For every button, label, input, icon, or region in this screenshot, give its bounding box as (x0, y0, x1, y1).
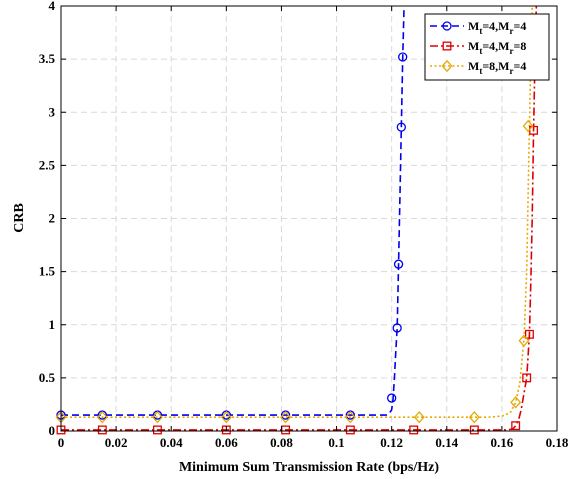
y-tick-label: 3 (49, 104, 56, 119)
y-axis-label: CRB (12, 203, 27, 233)
y-tick-label: 1 (49, 317, 56, 332)
legend-label-2: Mt=4,Mr=8 (468, 39, 526, 56)
series-3-marker (280, 411, 292, 424)
x-tick-label: 0.18 (546, 435, 569, 450)
legend-marker-2 (442, 41, 452, 51)
series-1-marker (387, 393, 397, 403)
series-3-marker (518, 334, 530, 347)
legend-label-2-sub1: t (479, 46, 482, 56)
series-2-marker (97, 425, 107, 435)
series-2-marker (524, 329, 534, 339)
legend: Mt=4,Mr=4Mt=4,Mr=8Mt=8,Mr=4 (424, 13, 550, 81)
series-1-marker (393, 259, 404, 269)
series-3-marker (468, 411, 480, 424)
series-3-marker (510, 396, 522, 409)
legend-label-1-base1: M (468, 19, 479, 33)
series-1-marker (398, 52, 408, 62)
legend-label-2-mid: =4,M (482, 39, 509, 53)
x-tick-label: 0.06 (215, 435, 238, 450)
series-2-marker (469, 425, 479, 435)
y-tick-label: 4 (49, 0, 56, 13)
legend-marker-3 (441, 59, 453, 73)
series-1-marker (392, 323, 402, 333)
legend-label-1-sub1: t (479, 26, 482, 36)
series-3-marker (344, 411, 356, 424)
legend-label-2-end: =8 (514, 39, 527, 53)
x-tick-label: 0.02 (105, 435, 128, 450)
axis-ticks: 0 0.02 0.04 0.06 0.08 0.1 0.12 0.14 0.16 0.18 0 0.5… (39, 0, 569, 450)
legend-label-1-sub2: r (510, 26, 514, 36)
legend-label-1-mid: =4,M (482, 19, 509, 33)
series-2-marker (345, 425, 355, 435)
legend-label-2-sub2: r (510, 46, 514, 56)
series-2-marker (529, 125, 539, 135)
y-tick-label: 0 (49, 423, 56, 438)
series-3-marker (413, 411, 425, 424)
series-3-marker (522, 119, 534, 133)
series-2-marker (522, 373, 532, 383)
series-2-marker (409, 425, 419, 435)
series-line-1 (61, 6, 405, 416)
series-line-2 (61, 6, 538, 431)
x-tick-label: 0.1 (328, 435, 344, 450)
legend-label-3-end: =4 (514, 59, 527, 73)
x-tick-label: 0.04 (160, 435, 183, 450)
legend-label-3-mid: =8,M (482, 59, 509, 73)
y-tick-label: 2 (49, 211, 56, 226)
legend-marker-1 (442, 21, 452, 31)
x-tick-label: 0.12 (380, 435, 403, 450)
y-tick-label: 0.5 (39, 370, 56, 385)
legend-label-3-base1: M (468, 59, 479, 73)
series-3-marker (151, 411, 163, 424)
y-tick-label: 1.5 (39, 264, 56, 279)
legend-label-1-end: =4 (514, 19, 527, 33)
series-3-marker (220, 411, 232, 424)
legend-label-3: Mt=8,Mr=4 (468, 59, 526, 76)
series-1-marker (396, 122, 406, 132)
series-3-marker (96, 411, 108, 424)
legend-label-3-sub2: r (510, 66, 514, 76)
series-2-marker (152, 425, 162, 435)
legend-label-2-base1: M (468, 39, 479, 53)
x-tick-label: 0.16 (491, 435, 514, 450)
x-tick-label: 0.08 (270, 435, 293, 450)
legend-label-1: Mt=4,Mr=4 (468, 19, 526, 36)
series-2-marker (511, 421, 521, 431)
series-lines (61, 6, 538, 431)
x-tick-label: 0.14 (435, 435, 458, 450)
y-tick-label: 2.5 (39, 157, 56, 172)
x-tick-label: 0 (58, 435, 65, 450)
y-tick-label: 3.5 (39, 51, 56, 66)
x-axis-label: Minimum Sum Transmission Rate (bps/Hz) (179, 460, 439, 475)
legend-label-3-sub1: t (479, 66, 482, 76)
